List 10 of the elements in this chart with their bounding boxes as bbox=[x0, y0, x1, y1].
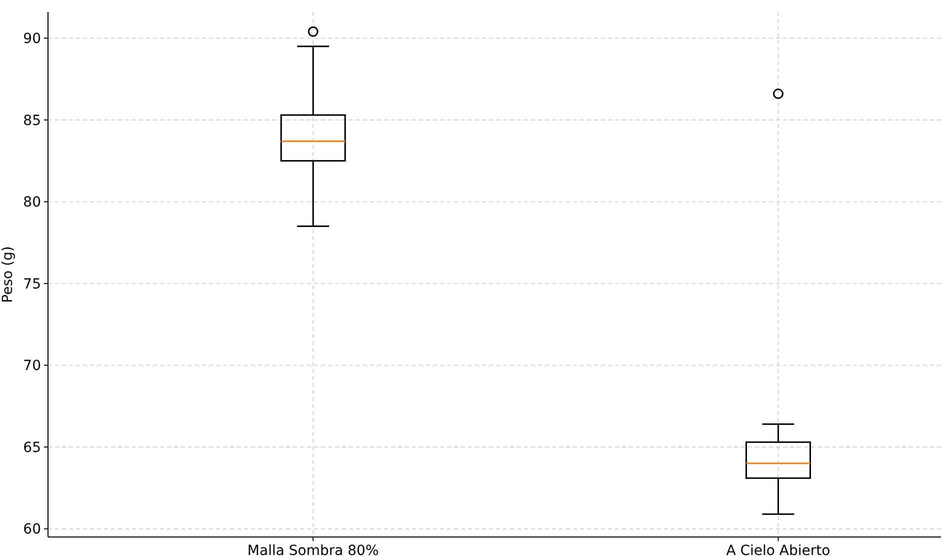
y-tick-label: 75 bbox=[23, 276, 41, 292]
y-axis-title: Peso (g) bbox=[0, 246, 16, 303]
x-tick-label: Malla Sombra 80% bbox=[247, 543, 379, 559]
x-tick-label: A Cielo Abierto bbox=[726, 543, 830, 559]
y-tick-label: 80 bbox=[23, 194, 41, 211]
y-tick-label: 65 bbox=[23, 440, 41, 456]
y-tick-label: 85 bbox=[23, 112, 41, 129]
y-tick-label: 90 bbox=[23, 31, 41, 48]
y-tick-label: 60 bbox=[23, 522, 41, 538]
y-tick-label: 70 bbox=[23, 358, 41, 374]
